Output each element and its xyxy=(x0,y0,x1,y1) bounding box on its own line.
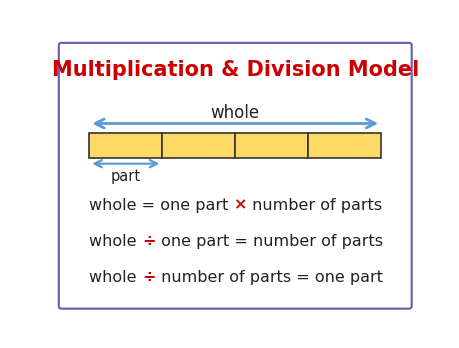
Text: ÷: ÷ xyxy=(142,234,156,249)
Bar xyxy=(235,133,308,158)
Text: number of parts: number of parts xyxy=(247,198,382,213)
Text: ×: × xyxy=(234,198,247,213)
FancyBboxPatch shape xyxy=(59,43,412,309)
Text: one part = number of parts: one part = number of parts xyxy=(156,234,382,249)
Text: whole: whole xyxy=(211,104,260,122)
Text: part: part xyxy=(111,169,141,184)
Text: whole: whole xyxy=(90,234,142,249)
Text: Multiplication & Division Model: Multiplication & Division Model xyxy=(51,60,419,80)
Text: whole = one part: whole = one part xyxy=(90,198,234,213)
Text: ÷: ÷ xyxy=(142,270,156,285)
Text: whole: whole xyxy=(90,270,142,285)
Bar xyxy=(90,133,162,158)
Bar xyxy=(308,133,381,158)
Bar xyxy=(162,133,235,158)
Text: number of parts = one part: number of parts = one part xyxy=(156,270,382,285)
